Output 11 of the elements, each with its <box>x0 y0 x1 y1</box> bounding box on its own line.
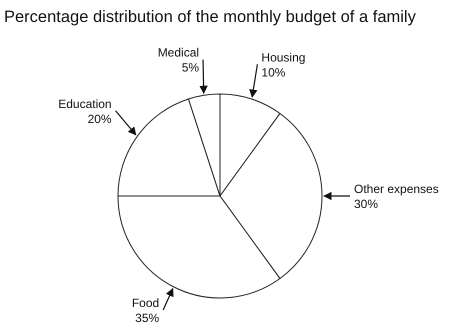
data-label: 35% <box>135 311 160 326</box>
data-label: 5% <box>182 60 200 75</box>
slice-label: Food <box>132 296 160 310</box>
slice-label: Housing <box>261 50 306 64</box>
chart-title: Percentage distribution of the monthly budget of a family <box>4 8 417 26</box>
slice-label: Education <box>58 96 112 111</box>
data-label: 30% <box>354 197 378 211</box>
slice-label: Other expenses <box>354 182 439 196</box>
slice-label: Medical <box>158 46 200 60</box>
data-label: 10% <box>261 65 286 80</box>
data-label: 20% <box>88 112 112 126</box>
